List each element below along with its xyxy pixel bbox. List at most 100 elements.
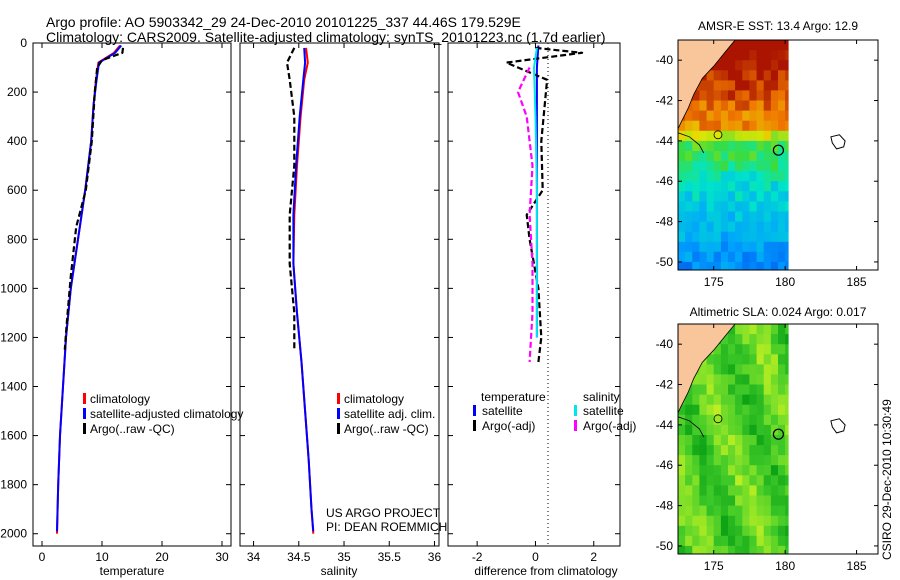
map-cell [778, 90, 786, 102]
map-cell [699, 181, 708, 192]
map-cell [742, 110, 750, 122]
map-cell [692, 171, 700, 182]
map-cell [756, 140, 765, 152]
map-cell [728, 130, 736, 142]
map-cell [763, 475, 772, 486]
map-cell [735, 515, 743, 527]
map-cell [692, 394, 700, 406]
map-cell [728, 40, 736, 51]
map-cell [706, 505, 715, 517]
map-cell [735, 241, 743, 253]
map-cell [699, 221, 708, 233]
map-cell [692, 181, 700, 192]
map-cell [692, 445, 700, 456]
map-cell [756, 151, 765, 162]
map-cell [785, 40, 789, 51]
x-tick-label: 30 [215, 550, 229, 564]
map-cell [785, 505, 789, 517]
map-cell [678, 191, 686, 202]
map-cell [749, 324, 758, 335]
map-cell [728, 251, 736, 263]
map-cell [763, 120, 772, 132]
map-cell [699, 445, 708, 456]
map-cell [770, 50, 779, 61]
map-cell [778, 414, 786, 426]
map-cell [699, 161, 708, 172]
map-cell [778, 404, 786, 416]
map-cell [742, 50, 750, 61]
map-cell [699, 374, 708, 386]
map-cell [785, 161, 789, 172]
map-cell [778, 515, 786, 527]
map-cell [778, 211, 786, 223]
map-cell [713, 344, 722, 355]
map-cell [728, 211, 736, 223]
map-cell [735, 110, 743, 122]
map-cell [763, 545, 772, 554]
map-cell [778, 495, 786, 507]
legend-label-sal-satellite: satellite [583, 404, 624, 418]
island-outline [830, 418, 846, 434]
map-cell [785, 344, 789, 355]
map-cell [770, 161, 779, 172]
map-cell [763, 90, 772, 102]
map-cell [756, 181, 765, 192]
legend-label-climatology: climatology [90, 392, 150, 406]
seamount-contour [713, 130, 723, 140]
map-cell [785, 100, 789, 112]
map-cell [735, 60, 743, 71]
map-cell [699, 515, 708, 527]
map-cell [699, 211, 708, 223]
map-cell [770, 475, 779, 486]
map-cell [785, 354, 789, 365]
map-cell [713, 110, 722, 122]
map-cell [685, 424, 693, 436]
map-cell [756, 414, 765, 426]
map-cell [756, 80, 765, 92]
map-cell [706, 414, 715, 426]
map-cell [678, 435, 686, 446]
map-cell [720, 435, 729, 446]
map-cell [778, 394, 786, 406]
map-cell [692, 140, 700, 152]
map-cell [720, 414, 729, 426]
map-cell [678, 171, 686, 182]
map-cell [735, 445, 743, 456]
map-cell [742, 344, 750, 355]
map-cell [706, 465, 715, 476]
timestamp-label: CSIRO 29-Dec-2010 10:30:49 [880, 399, 894, 560]
map-y-tick-label: -46 [656, 174, 674, 188]
map-cell [742, 465, 750, 476]
map-cell [678, 161, 686, 172]
map-cell [728, 324, 736, 335]
map-cell [735, 90, 743, 102]
map-cell [778, 525, 786, 537]
map-cell [692, 110, 700, 122]
map-cell [692, 424, 700, 436]
map-cell [763, 110, 772, 122]
salinity-panel: 34 34.5 35 35.5 36 salinity climatology sate… [239, 42, 447, 578]
map-x-tick-label: 175 [704, 275, 724, 289]
map-cell [735, 404, 743, 416]
map-cell [770, 384, 779, 396]
map-cell [763, 394, 772, 406]
map-cell [785, 435, 789, 446]
salinity-series [285, 47, 315, 534]
map-cell [763, 181, 772, 192]
map-cell [706, 90, 715, 102]
map-cell [742, 221, 750, 233]
land-mass [678, 40, 736, 129]
map-cell [785, 50, 789, 61]
map-cell [720, 334, 729, 345]
map-cell [713, 201, 722, 213]
map-cell [756, 201, 765, 213]
coastline [678, 132, 705, 154]
map-cell [728, 261, 736, 270]
map-cell [742, 191, 750, 202]
map-cell [756, 404, 765, 416]
map-cell [770, 334, 779, 345]
land-mass [678, 324, 736, 413]
map-cell [742, 171, 750, 182]
map-cell [720, 130, 729, 142]
map-cell [742, 90, 750, 102]
